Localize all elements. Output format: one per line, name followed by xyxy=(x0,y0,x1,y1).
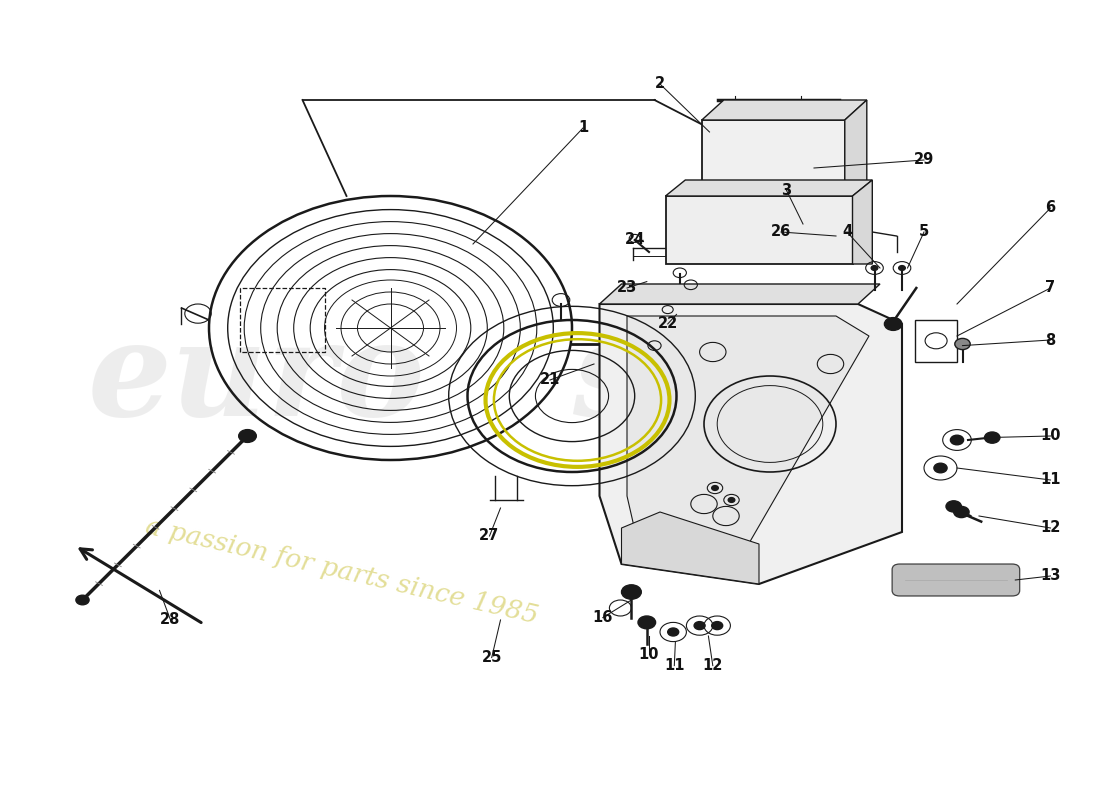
Text: rts: rts xyxy=(660,430,843,545)
Polygon shape xyxy=(666,196,852,264)
Text: 22: 22 xyxy=(658,317,678,331)
Circle shape xyxy=(621,585,641,599)
Circle shape xyxy=(946,501,961,512)
Text: 2: 2 xyxy=(654,77,666,91)
Circle shape xyxy=(239,430,256,442)
Circle shape xyxy=(954,506,969,518)
Text: s: s xyxy=(572,315,647,444)
Circle shape xyxy=(899,266,905,270)
Polygon shape xyxy=(627,316,869,564)
Text: 27: 27 xyxy=(480,529,499,543)
Text: 4: 4 xyxy=(842,225,852,239)
Text: 29: 29 xyxy=(914,153,934,167)
Text: euro: euro xyxy=(88,315,426,444)
Text: 7: 7 xyxy=(1045,281,1056,295)
Text: 13: 13 xyxy=(1041,569,1060,583)
Circle shape xyxy=(712,622,723,630)
Bar xyxy=(915,320,957,362)
Circle shape xyxy=(950,435,964,445)
Polygon shape xyxy=(852,180,872,264)
Text: 10: 10 xyxy=(639,647,659,662)
Text: 23: 23 xyxy=(617,281,637,295)
Circle shape xyxy=(694,622,705,630)
Polygon shape xyxy=(666,180,872,196)
Circle shape xyxy=(955,338,970,350)
Text: 11: 11 xyxy=(1041,473,1060,487)
Text: 5: 5 xyxy=(918,225,930,239)
Text: 26: 26 xyxy=(771,225,791,239)
Text: 12: 12 xyxy=(1041,521,1060,535)
Text: 1: 1 xyxy=(578,121,588,135)
Circle shape xyxy=(668,628,679,636)
Circle shape xyxy=(712,486,718,490)
Polygon shape xyxy=(621,512,759,584)
Text: 16: 16 xyxy=(593,610,613,625)
Text: a passion for parts since 1985: a passion for parts since 1985 xyxy=(143,514,541,629)
Circle shape xyxy=(984,432,1000,443)
Polygon shape xyxy=(702,120,845,192)
Text: 8: 8 xyxy=(1045,333,1056,347)
Text: 28: 28 xyxy=(161,613,180,627)
Circle shape xyxy=(871,266,878,270)
Polygon shape xyxy=(845,100,867,192)
Text: 21: 21 xyxy=(540,373,560,387)
Text: 11: 11 xyxy=(664,658,684,673)
Text: 12: 12 xyxy=(703,658,723,673)
FancyBboxPatch shape xyxy=(892,564,1020,596)
Polygon shape xyxy=(702,100,867,120)
Circle shape xyxy=(934,463,947,473)
Text: 3: 3 xyxy=(781,183,792,198)
Text: 25: 25 xyxy=(482,650,502,665)
Polygon shape xyxy=(600,284,880,304)
Circle shape xyxy=(76,595,89,605)
Circle shape xyxy=(884,318,902,330)
Circle shape xyxy=(728,498,735,502)
Text: 24: 24 xyxy=(625,233,645,247)
Circle shape xyxy=(638,616,656,629)
Text: 6: 6 xyxy=(1045,201,1056,215)
Text: 10: 10 xyxy=(1041,429,1060,443)
Polygon shape xyxy=(600,304,902,584)
